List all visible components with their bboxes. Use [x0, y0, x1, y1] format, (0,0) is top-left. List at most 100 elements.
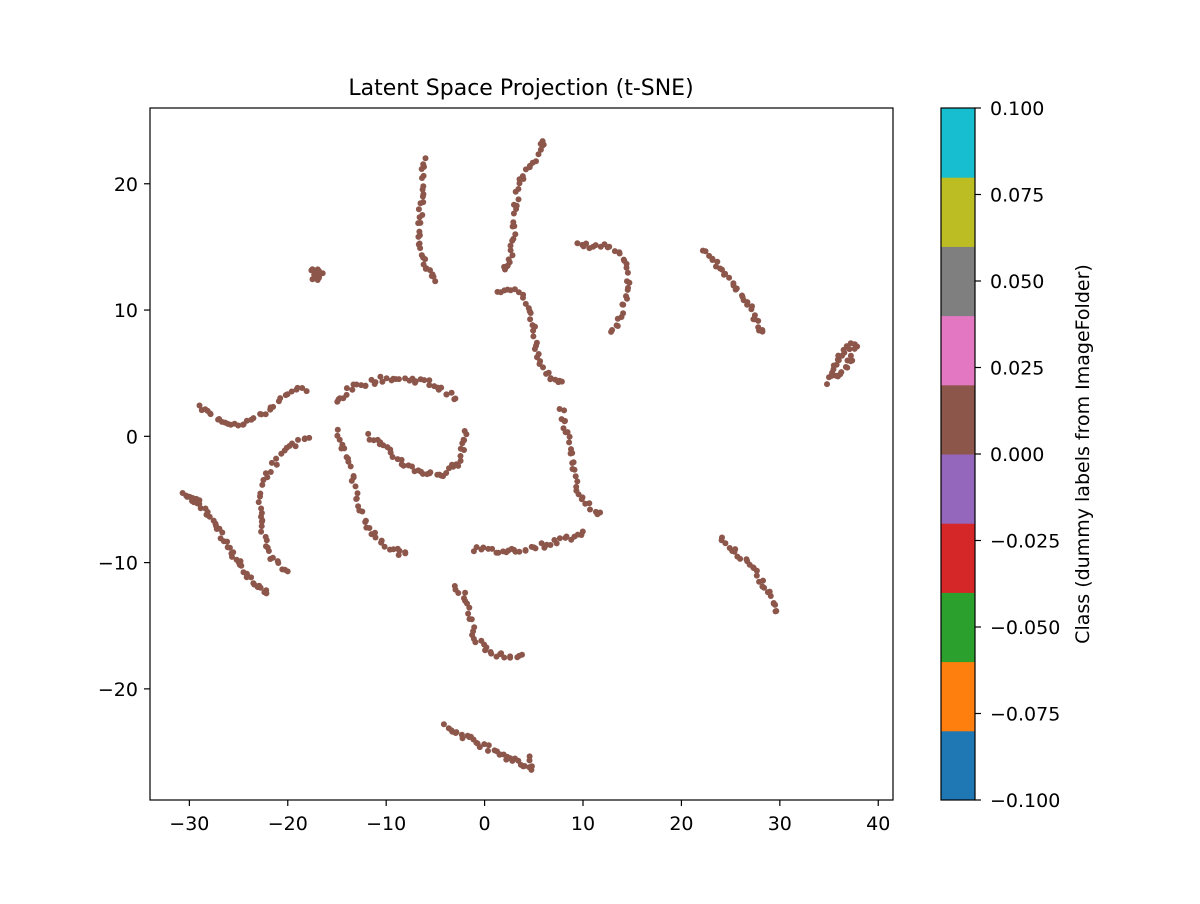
data-point — [257, 584, 264, 591]
data-point — [521, 763, 528, 769]
data-point — [419, 186, 426, 193]
data-point — [262, 411, 269, 418]
data-point — [571, 466, 578, 473]
data-point — [466, 604, 473, 611]
data-point — [623, 264, 630, 271]
data-point — [257, 493, 263, 500]
data-point — [572, 473, 579, 480]
data-point — [311, 271, 318, 278]
data-point — [207, 411, 214, 418]
data-point — [389, 454, 396, 460]
data-point — [614, 315, 621, 322]
data-point — [566, 433, 573, 440]
data-point — [709, 257, 716, 263]
data-point — [540, 364, 546, 371]
data-point — [372, 534, 379, 541]
data-point — [620, 301, 627, 308]
data-point — [719, 266, 725, 273]
x-tick-label: −20 — [268, 813, 308, 835]
data-point — [383, 375, 390, 382]
data-point — [258, 523, 265, 530]
data-point — [527, 310, 534, 316]
data-point — [532, 545, 539, 552]
data-point — [248, 574, 255, 581]
data-point — [507, 242, 514, 249]
data-point — [515, 196, 522, 203]
data-point — [482, 647, 489, 654]
data-point — [462, 589, 469, 596]
y-tick-label: 10 — [114, 300, 138, 322]
data-point — [753, 572, 760, 579]
data-point — [566, 439, 573, 446]
data-point — [592, 242, 599, 249]
data-point — [258, 505, 265, 512]
y-tick-label: −20 — [98, 679, 138, 701]
data-point — [263, 537, 270, 544]
data-point — [418, 166, 425, 172]
x-axis: −30 −20 −10 0 10 20 30 40 — [169, 800, 890, 835]
data-point — [430, 273, 437, 280]
data-point — [530, 327, 537, 334]
data-point — [260, 477, 267, 483]
data-point — [748, 306, 755, 313]
data-point — [614, 323, 621, 329]
data-point — [412, 378, 419, 385]
x-tick-label: −10 — [366, 813, 406, 835]
data-point — [284, 568, 291, 575]
data-point — [347, 463, 354, 470]
colorbar-segment — [941, 384, 975, 455]
data-point — [294, 384, 301, 391]
data-point — [453, 729, 460, 736]
data-point — [755, 317, 762, 324]
data-point — [846, 346, 853, 353]
colorbar-segment — [941, 454, 975, 524]
data-point — [761, 584, 768, 591]
data-point — [288, 388, 295, 395]
data-point — [547, 542, 554, 548]
data-point — [362, 519, 369, 525]
data-point — [427, 469, 434, 476]
data-point — [608, 328, 615, 335]
data-point — [372, 529, 378, 536]
data-point — [396, 547, 403, 554]
colorbar-tick-label: 0.000 — [990, 444, 1044, 466]
y-tick-label: 20 — [114, 174, 138, 196]
data-point — [835, 357, 842, 364]
colorbar-segment — [941, 108, 975, 178]
data-point — [378, 539, 385, 546]
data-point — [400, 462, 407, 469]
data-point — [250, 415, 257, 422]
data-point — [258, 411, 265, 418]
data-point — [531, 346, 538, 352]
data-point — [847, 352, 854, 359]
data-point — [258, 528, 265, 535]
x-tick-label: 40 — [866, 813, 890, 835]
data-point — [275, 560, 282, 566]
data-point — [824, 381, 830, 388]
data-point — [562, 417, 568, 424]
data-point — [265, 548, 272, 554]
data-point — [440, 721, 447, 728]
data-point — [196, 402, 203, 409]
y-tick-label: −10 — [98, 553, 138, 575]
data-point — [624, 295, 630, 302]
data-point — [480, 544, 487, 551]
data-point — [449, 461, 455, 468]
data-point — [587, 506, 593, 513]
data-point — [226, 544, 233, 551]
colorbar-tick-label: −0.025 — [990, 531, 1060, 553]
data-point — [472, 639, 479, 646]
data-point — [583, 240, 590, 247]
data-point — [737, 555, 744, 562]
colorbar-label: Class (dummy labels from ImageFolder) — [1072, 264, 1094, 644]
data-point — [528, 763, 535, 770]
data-point — [295, 436, 301, 443]
data-point — [453, 461, 460, 468]
colorbar-segment — [941, 730, 975, 801]
data-point — [501, 654, 508, 661]
data-point — [448, 389, 455, 396]
data-point — [372, 379, 379, 386]
data-point — [299, 385, 306, 391]
data-point — [417, 245, 424, 252]
data-point — [336, 436, 343, 443]
